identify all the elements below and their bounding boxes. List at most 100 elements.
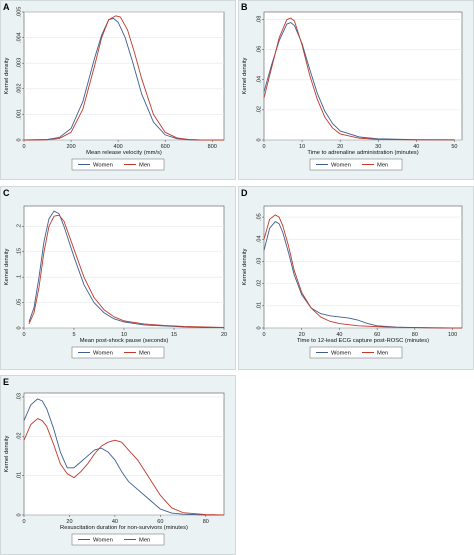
y-tick-label: .04 bbox=[257, 76, 263, 84]
x-tick-label: 10 bbox=[121, 332, 127, 338]
legend-box bbox=[71, 346, 165, 359]
x-tick-label: 40 bbox=[336, 332, 342, 338]
series-line-men bbox=[23, 15, 224, 141]
legend-label-men: Men bbox=[139, 351, 150, 357]
x-axis-label: Time to 12-lead ECG capture post-ROSC (m… bbox=[297, 338, 429, 344]
x-tick-label: 40 bbox=[413, 144, 419, 150]
x-tick-label: 60 bbox=[157, 519, 163, 525]
x-tick-label: 0 bbox=[22, 144, 25, 150]
x-tick-label: 50 bbox=[451, 144, 457, 150]
chart-panel-c: C 0 .05 .1 .15 .2 0 5 10 15 20 Mean post-shock paus… bbox=[0, 186, 236, 370]
x-tick-label: 40 bbox=[112, 519, 118, 525]
legend-label-women: Women bbox=[93, 538, 113, 544]
y-tick-label: .01 bbox=[257, 302, 263, 310]
x-tick-label: 0 bbox=[22, 519, 25, 525]
y-tick-label: .005 bbox=[17, 7, 23, 18]
y-tick-label: .03 bbox=[257, 258, 263, 266]
legend-label-men: Men bbox=[139, 163, 150, 169]
y-tick-label: .004 bbox=[17, 32, 23, 43]
y-tick-label: .03 bbox=[17, 393, 23, 401]
panel-letter: A bbox=[3, 2, 10, 12]
series-line-men bbox=[23, 418, 225, 516]
legend-label-men: Men bbox=[377, 163, 388, 169]
y-axis-label: Kernel density bbox=[4, 249, 10, 286]
x-axis-label: Resuscitation duration for non-survivors… bbox=[60, 525, 188, 531]
legend-label-women: Women bbox=[331, 163, 351, 169]
x-tick-label: 800 bbox=[208, 144, 217, 150]
y-tick-label: 0 bbox=[17, 138, 23, 141]
plot-area bbox=[23, 11, 225, 141]
y-tick-label: 0 bbox=[257, 326, 263, 329]
x-tick-label: 20 bbox=[66, 519, 72, 525]
y-tick-label: 0 bbox=[17, 326, 23, 329]
chart-panel-e: E 0 .01 .02 .03 0 20 40 60 80 Resuscitation durati… bbox=[0, 375, 236, 555]
y-tick-label: .06 bbox=[257, 46, 263, 54]
x-tick-label: 0 bbox=[262, 144, 265, 150]
panel-letter: D bbox=[241, 188, 248, 198]
x-tick-label: 15 bbox=[171, 332, 177, 338]
plot-area bbox=[263, 205, 463, 329]
x-tick-label: 10 bbox=[299, 144, 305, 150]
legend-box bbox=[309, 158, 403, 171]
y-axis-label: Kernel density bbox=[242, 58, 248, 95]
series-line-women bbox=[28, 210, 224, 328]
x-tick-label: 200 bbox=[66, 144, 75, 150]
x-tick-label: 80 bbox=[412, 332, 418, 338]
y-tick-label: .01 bbox=[17, 472, 23, 480]
chart-panel-a: A 0 .001 .002 .003 .004 .005 0 200 400 600 800 Mean … bbox=[0, 0, 236, 180]
chart-panel-b: B 0 .02 .04 .06 .08 0 10 20 30 40 50 Time to adrenal… bbox=[238, 0, 474, 180]
x-axis-label: Mean post-shock pause (seconds) bbox=[80, 338, 169, 344]
y-tick-label: .002 bbox=[17, 83, 23, 94]
panel-letter: B bbox=[241, 2, 248, 12]
x-tick-label: 20 bbox=[337, 144, 343, 150]
series-line-men bbox=[28, 214, 225, 328]
x-axis-label: Mean release velocity (mm/s) bbox=[86, 150, 162, 156]
legend-box bbox=[71, 533, 165, 546]
y-tick-label: .1 bbox=[17, 275, 23, 280]
y-tick-label: .02 bbox=[257, 106, 263, 114]
y-tick-label: .02 bbox=[257, 280, 263, 288]
y-tick-label: 0 bbox=[257, 138, 263, 141]
legend-label-women: Women bbox=[93, 163, 113, 169]
x-tick-label: 80 bbox=[203, 519, 209, 525]
legend-label-women: Women bbox=[93, 351, 113, 357]
x-tick-label: 0 bbox=[22, 332, 25, 338]
y-tick-label: .05 bbox=[257, 213, 263, 221]
legend-box bbox=[71, 158, 165, 171]
x-tick-label: 100 bbox=[448, 332, 457, 338]
y-tick-label: .003 bbox=[17, 58, 23, 69]
x-tick-label: 20 bbox=[221, 332, 227, 338]
plot-area bbox=[263, 11, 463, 141]
chart-panel-d: D 0 .01 .02 .03 .04 .05 0 20 40 60 80 100 Time to 12-… bbox=[238, 186, 474, 370]
x-tick-label: 60 bbox=[374, 332, 380, 338]
x-axis-label: Time to adrenaline administration (minut… bbox=[307, 150, 418, 156]
plot-area bbox=[23, 205, 225, 329]
panel-letter: E bbox=[3, 377, 9, 387]
y-tick-label: .15 bbox=[17, 248, 23, 256]
x-tick-label: 30 bbox=[375, 144, 381, 150]
series-line-men bbox=[263, 17, 455, 141]
series-line-women bbox=[23, 398, 224, 516]
y-tick-label: .001 bbox=[17, 109, 23, 120]
x-tick-label: 600 bbox=[161, 144, 170, 150]
panel-letter: C bbox=[3, 188, 10, 198]
legend-label-women: Women bbox=[331, 351, 351, 357]
x-tick-label: 20 bbox=[299, 332, 305, 338]
y-axis-label: Kernel density bbox=[4, 58, 10, 95]
x-tick-label: 0 bbox=[262, 332, 265, 338]
y-axis-label: Kernel density bbox=[242, 249, 248, 286]
y-tick-label: .02 bbox=[17, 432, 23, 440]
x-tick-label: 400 bbox=[114, 144, 123, 150]
y-tick-label: .2 bbox=[17, 224, 23, 229]
y-tick-label: .04 bbox=[257, 235, 263, 243]
legend-label-men: Men bbox=[139, 538, 150, 544]
y-tick-label: .05 bbox=[17, 299, 23, 307]
series-line-men bbox=[263, 214, 462, 329]
plot-area bbox=[23, 392, 225, 516]
series-line-women bbox=[263, 22, 455, 141]
legend-box bbox=[309, 346, 403, 359]
y-tick-label: 0 bbox=[17, 513, 23, 516]
x-tick-label: 5 bbox=[72, 332, 75, 338]
y-tick-label: .08 bbox=[257, 16, 263, 24]
